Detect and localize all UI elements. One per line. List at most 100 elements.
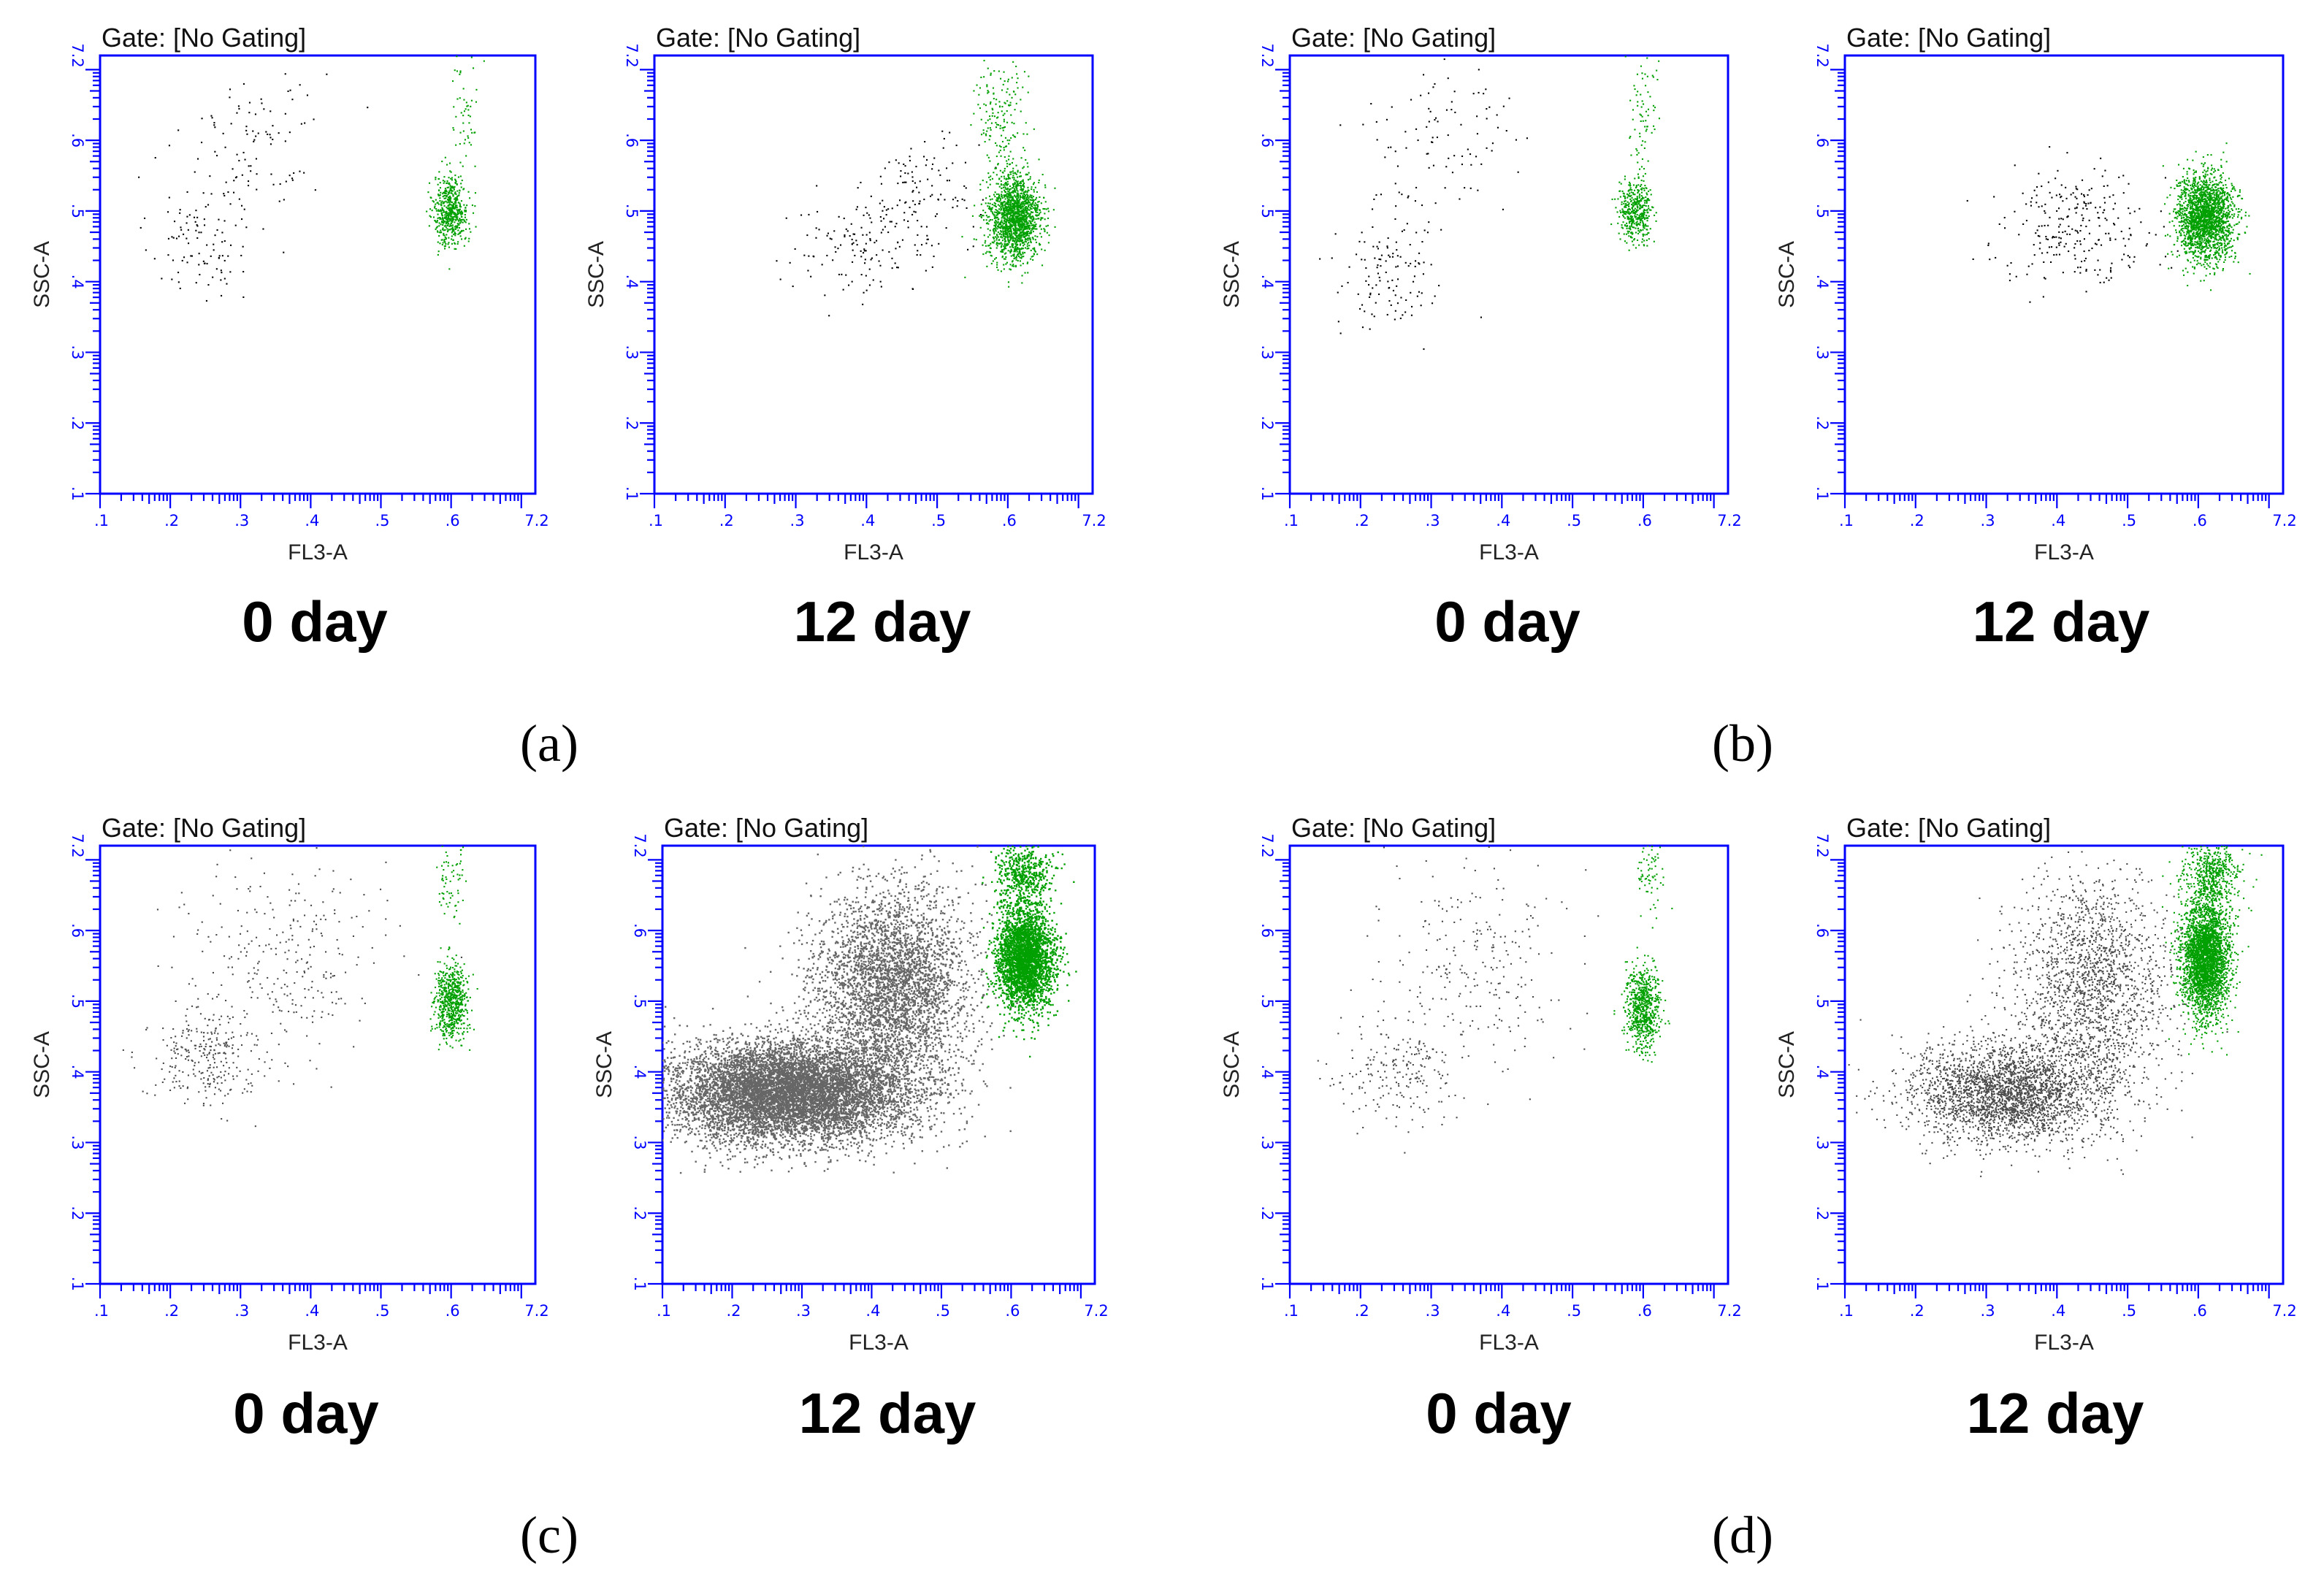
data-point [1627,204,1629,206]
data-point [1003,212,1005,214]
data-point [1641,72,1643,74]
data-point [441,209,443,211]
data-point [995,123,998,126]
data-point [474,192,476,194]
data-point [2218,242,2220,245]
data-point [2231,188,2233,190]
data-point [2133,261,2135,263]
data-point [2093,168,2095,170]
data-point [973,238,975,240]
data-point [279,183,281,185]
data-point [447,229,449,232]
data-point [985,133,987,135]
data-point [1639,231,1641,233]
data-point [1648,190,1650,192]
data-point [470,105,472,107]
data-point [995,126,998,129]
data-point [1021,188,1023,191]
data-point [1026,262,1028,264]
x-axis-title: FL3-A [288,540,348,565]
data-point [916,186,918,188]
data-point [2220,181,2222,183]
data-point [237,105,240,107]
data-point [2044,278,2046,280]
y-tick-label: .5 [69,204,86,218]
data-point [995,230,997,232]
data-point [1022,210,1024,213]
data-point [2084,204,2087,207]
data-point [1634,88,1636,91]
data-point [2180,229,2182,231]
data-point [437,203,440,205]
data-point [2060,195,2063,197]
data-point [457,195,459,197]
data-point [963,199,966,202]
data-point [1371,313,1373,315]
data-point [1024,202,1026,204]
data-point [2069,233,2071,235]
data-point [456,242,459,245]
data-point [1002,184,1004,186]
data-point [446,207,448,210]
data-point [450,228,452,230]
data-point [451,238,453,240]
data-point [1517,171,1519,173]
data-point [923,199,925,201]
data-point [1002,215,1004,218]
data-point [233,191,235,194]
day-label: 0 day [242,589,387,654]
data-point [1023,226,1025,229]
data-point [449,207,451,210]
data-point [2108,279,2110,281]
data-point [2203,180,2206,183]
data-point [1009,220,1011,222]
data-point [2076,188,2079,191]
data-point [1491,142,1494,145]
data-point [1410,99,1413,101]
data-point [2211,193,2213,195]
data-point [1415,232,1418,234]
data-point [1020,217,1022,219]
data-point [2231,217,2233,219]
data-point [989,134,991,137]
data-point [869,240,871,242]
data-point [220,269,222,272]
data-point [938,169,940,172]
data-point [257,132,259,134]
data-point [1624,196,1627,198]
data-point [2098,225,2101,227]
data-point [2229,240,2231,242]
data-point [451,177,453,179]
data-point [452,194,454,196]
data-point [1032,238,1034,240]
data-point [1006,165,1009,167]
data-point [2062,218,2064,221]
data-point [1035,223,1037,226]
data-point [1641,115,1643,118]
data-point [1647,108,1649,110]
data-point [265,131,267,133]
data-point [1648,232,1650,234]
data-point [451,228,454,230]
data-point [438,222,440,224]
data-point [1020,240,1022,242]
data-point [272,125,274,127]
data-point [1010,255,1012,257]
data-point [865,250,867,252]
data-point [2215,248,2217,250]
data-point [993,229,995,232]
data-point [988,176,990,178]
data-point [438,178,440,180]
data-point [1030,204,1032,207]
data-point [1641,205,1643,207]
data-point [1004,203,1006,205]
data-point [891,267,893,269]
data-point [863,248,865,250]
axis-ticks [1830,69,2270,508]
data-point [1643,208,1645,210]
data-point [2104,202,2106,204]
data-point [1640,207,1643,209]
data-point [2058,244,2060,246]
data-point [990,72,992,74]
data-point [1012,261,1014,263]
